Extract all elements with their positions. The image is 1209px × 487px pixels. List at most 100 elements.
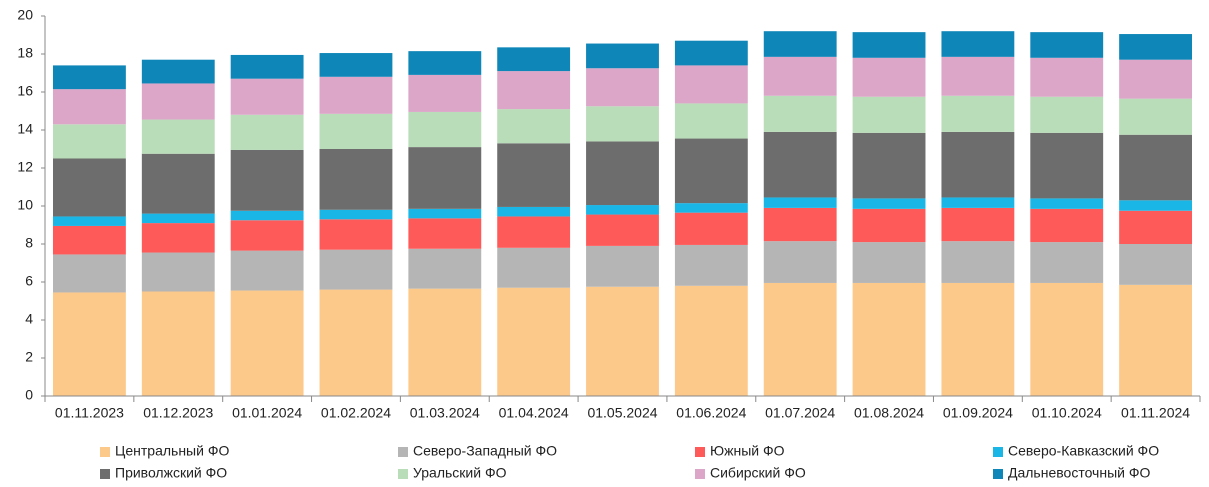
bar-segment [674, 65, 748, 104]
bar-segment [941, 207, 1015, 242]
bar-segment [586, 106, 659, 142]
bar-segment [586, 43, 659, 69]
x-tick-label: 01.12.2023 [143, 405, 213, 421]
y-tick-label: 20 [17, 7, 33, 23]
bar-segment [852, 198, 926, 209]
bar-segment [52, 65, 126, 90]
bar-segment [852, 242, 926, 283]
legend-label: Северо-Западный ФО [413, 443, 557, 459]
bar-segment [852, 208, 926, 243]
bar-segment [1119, 98, 1193, 135]
bar-segment [141, 119, 215, 154]
bar-segment [141, 83, 215, 120]
bar-segment [586, 205, 659, 215]
bar-segment [941, 282, 1015, 396]
bar-segment [674, 203, 748, 213]
legend-swatch [100, 447, 110, 457]
bar-segment [1119, 200, 1193, 211]
bar-segment [408, 147, 482, 209]
bar-segment [319, 249, 393, 290]
bar-segment [674, 212, 748, 245]
bar-segment [674, 244, 748, 286]
bar-segment [230, 210, 304, 221]
legend-label: Уральский ФО [413, 465, 507, 481]
bar-segment [586, 245, 659, 287]
bar-segment [941, 56, 1015, 96]
bar-segment [141, 252, 215, 292]
bar-segment [230, 250, 304, 291]
y-tick-label: 12 [17, 159, 33, 175]
bar-segment [497, 206, 571, 217]
bar-segment [852, 32, 926, 58]
bar-segment [408, 288, 482, 396]
bar-segment [1030, 198, 1104, 209]
bar-segment [763, 197, 837, 208]
bar-segment [763, 95, 837, 132]
x-tick-label: 01.10.2024 [1032, 405, 1102, 421]
bar-segment [941, 197, 1015, 208]
bar-segment [497, 287, 571, 396]
bar-segment [52, 158, 126, 217]
bar-segment [497, 247, 571, 288]
bar-segment [763, 31, 837, 57]
x-tick-label: 01.03.2024 [410, 405, 480, 421]
bar-segment [408, 208, 482, 219]
bar-segment [497, 216, 571, 248]
bar-segment [319, 219, 393, 250]
bar-segment [141, 213, 215, 224]
legend-label: Дальневосточный ФО [1008, 465, 1150, 481]
bar-segment [763, 56, 837, 96]
legend-label: Приволжский ФО [115, 465, 227, 481]
x-tick-label: 01.11.2024 [1121, 405, 1190, 421]
bar-segment [141, 223, 215, 253]
x-tick-label: 01.02.2024 [321, 405, 391, 421]
bar-segment [1030, 132, 1104, 199]
bar-segment [52, 124, 126, 159]
legend-swatch [695, 447, 705, 457]
bar-segment [319, 53, 393, 77]
legend-label: Южный ФО [710, 443, 785, 459]
legend-label: Центральный ФО [115, 443, 229, 459]
y-tick-label: 0 [25, 387, 33, 403]
bar-segment [141, 291, 215, 396]
bar-segment [230, 290, 304, 396]
bar-segment [230, 149, 304, 211]
y-tick-label: 8 [25, 235, 33, 251]
bar-segment [1030, 242, 1104, 283]
bar-segment [586, 141, 659, 206]
y-tick-label: 14 [17, 121, 33, 137]
bar-segment [763, 241, 837, 283]
bar-segment [763, 131, 837, 198]
bar-segment [852, 132, 926, 199]
bar-segment [52, 225, 126, 255]
bar-segment [497, 109, 571, 144]
x-tick-label: 01.08.2024 [854, 405, 924, 421]
y-tick-label: 18 [17, 45, 33, 61]
bar-segment [230, 54, 304, 79]
legend-swatch [695, 469, 705, 479]
bar-segment [497, 47, 571, 72]
bar-segment [586, 286, 659, 396]
bar-segment [230, 114, 304, 150]
bar-segment [52, 216, 126, 226]
bar-segment [408, 248, 482, 289]
bar-segment [319, 289, 393, 396]
x-tick-label: 01.04.2024 [499, 405, 569, 421]
legend-swatch [100, 469, 110, 479]
bar-segment [586, 214, 659, 246]
bar-segment [674, 285, 748, 396]
bar-segment [1119, 210, 1193, 244]
bar-segment [1030, 282, 1104, 396]
legend-label: Сибирский ФО [710, 465, 806, 481]
bar-segment [763, 282, 837, 396]
legend-label: Северо-Кавказский ФО [1008, 443, 1159, 459]
y-tick-label: 10 [17, 197, 33, 213]
bar-segment [230, 78, 304, 115]
bar-segment [941, 31, 1015, 57]
bar-segment [319, 209, 393, 220]
bar-segment [408, 51, 482, 75]
y-tick-label: 2 [25, 349, 33, 365]
bar-segment [319, 76, 393, 114]
bar-segment [1030, 96, 1104, 133]
bar-segment [1119, 284, 1193, 396]
